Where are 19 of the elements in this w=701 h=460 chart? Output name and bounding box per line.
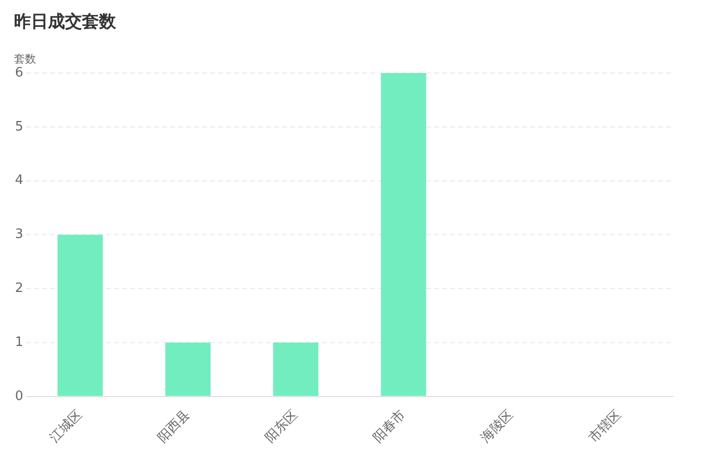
- x-tick-label: 海陵区: [478, 408, 517, 446]
- y-tick-label: 2: [14, 280, 24, 296]
- bar: [58, 234, 103, 396]
- x-tick-label: 市辖区: [586, 408, 624, 446]
- x-tick-label: 江城区: [47, 408, 86, 446]
- bar: [165, 342, 211, 396]
- x-tick-label: 阳西县: [154, 408, 194, 446]
- y-tick-label: 1: [14, 334, 24, 350]
- x-tick-label: 阳东区: [262, 408, 301, 446]
- bar: [380, 73, 426, 396]
- bar: [273, 342, 318, 396]
- y-tick-label: 6: [14, 65, 24, 80]
- y-tick-label: 4: [14, 173, 24, 188]
- y-axis-title: 套数: [14, 52, 36, 66]
- y-tick-label: 5: [14, 119, 24, 134]
- y-tick-label: 3: [14, 227, 24, 242]
- y-tick-label: 0: [14, 388, 24, 404]
- chart-title: 昨日成交套数: [13, 11, 117, 33]
- x-tick-label: 阳春市: [370, 408, 409, 446]
